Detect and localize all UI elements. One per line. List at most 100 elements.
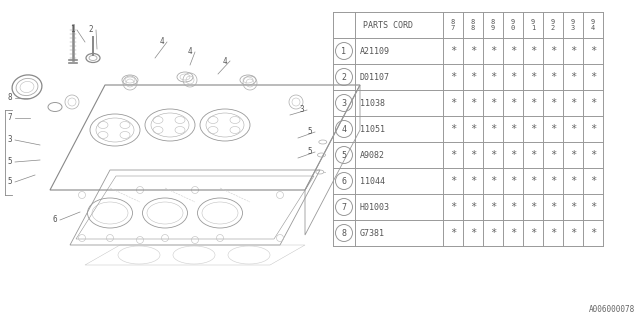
Text: 5: 5 <box>308 127 312 137</box>
Text: *: * <box>510 228 516 238</box>
Text: G7381: G7381 <box>360 228 385 237</box>
Text: *: * <box>530 228 536 238</box>
Text: *: * <box>470 46 476 56</box>
Text: *: * <box>490 124 496 134</box>
Text: *: * <box>590 202 596 212</box>
Text: *: * <box>550 46 556 56</box>
Text: 8
7: 8 7 <box>451 20 455 31</box>
Text: *: * <box>550 98 556 108</box>
Text: 2: 2 <box>89 26 93 35</box>
Text: 4: 4 <box>188 47 192 57</box>
Text: *: * <box>510 124 516 134</box>
Text: 11044: 11044 <box>360 177 385 186</box>
Text: 4: 4 <box>342 124 346 133</box>
Text: *: * <box>590 228 596 238</box>
Text: *: * <box>490 176 496 186</box>
Text: *: * <box>450 98 456 108</box>
Text: *: * <box>570 202 576 212</box>
Text: *: * <box>510 98 516 108</box>
Text: *: * <box>530 46 536 56</box>
Text: A21109: A21109 <box>360 46 390 55</box>
Text: *: * <box>530 202 536 212</box>
Text: A006000078: A006000078 <box>589 305 635 314</box>
Text: 6: 6 <box>342 177 346 186</box>
Text: *: * <box>530 124 536 134</box>
Text: *: * <box>590 98 596 108</box>
Text: *: * <box>510 202 516 212</box>
Text: *: * <box>570 124 576 134</box>
Text: 3: 3 <box>8 135 12 145</box>
Text: *: * <box>590 124 596 134</box>
Text: 5: 5 <box>342 150 346 159</box>
Text: *: * <box>470 72 476 82</box>
Text: *: * <box>590 72 596 82</box>
Text: A9082: A9082 <box>360 150 385 159</box>
Text: 8
9: 8 9 <box>491 20 495 31</box>
Text: *: * <box>450 124 456 134</box>
Text: *: * <box>530 98 536 108</box>
Text: *: * <box>490 46 496 56</box>
Text: 6: 6 <box>52 215 58 225</box>
Text: 5: 5 <box>8 178 12 187</box>
Text: *: * <box>510 176 516 186</box>
Text: 8: 8 <box>342 228 346 237</box>
Text: *: * <box>450 202 456 212</box>
Text: *: * <box>510 72 516 82</box>
Text: *: * <box>550 228 556 238</box>
Text: 7: 7 <box>342 203 346 212</box>
Text: *: * <box>470 98 476 108</box>
Text: *: * <box>570 98 576 108</box>
Text: 9
4: 9 4 <box>591 20 595 31</box>
Text: *: * <box>510 150 516 160</box>
Text: *: * <box>550 150 556 160</box>
Text: *: * <box>590 46 596 56</box>
Text: *: * <box>530 150 536 160</box>
Text: *: * <box>530 176 536 186</box>
Text: *: * <box>490 150 496 160</box>
Text: *: * <box>490 228 496 238</box>
Text: 3: 3 <box>342 99 346 108</box>
Text: *: * <box>470 202 476 212</box>
Text: *: * <box>530 72 536 82</box>
Text: *: * <box>450 176 456 186</box>
Text: 5: 5 <box>308 148 312 156</box>
Text: *: * <box>490 202 496 212</box>
Text: *: * <box>570 228 576 238</box>
Text: 9
2: 9 2 <box>551 20 555 31</box>
Text: *: * <box>590 176 596 186</box>
Text: 4: 4 <box>160 37 164 46</box>
Text: 1: 1 <box>70 26 74 35</box>
Text: D01107: D01107 <box>360 73 390 82</box>
Text: 8
8: 8 8 <box>471 20 475 31</box>
Text: *: * <box>450 150 456 160</box>
Text: *: * <box>490 72 496 82</box>
Text: PARTS CORD: PARTS CORD <box>363 20 413 29</box>
Text: 11038: 11038 <box>360 99 385 108</box>
Text: 4: 4 <box>223 57 227 66</box>
Text: 5: 5 <box>8 157 12 166</box>
Text: 8: 8 <box>8 93 12 102</box>
Text: *: * <box>570 176 576 186</box>
Text: 9
1: 9 1 <box>531 20 535 31</box>
Text: *: * <box>450 46 456 56</box>
Text: 9
3: 9 3 <box>571 20 575 31</box>
Text: *: * <box>550 202 556 212</box>
Text: 2: 2 <box>342 73 346 82</box>
Text: H01003: H01003 <box>360 203 390 212</box>
Text: 11051: 11051 <box>360 124 385 133</box>
Text: 3: 3 <box>300 106 304 115</box>
Text: 7: 7 <box>8 114 12 123</box>
Text: *: * <box>450 228 456 238</box>
Text: *: * <box>470 124 476 134</box>
Text: *: * <box>490 98 496 108</box>
Text: *: * <box>470 228 476 238</box>
Text: *: * <box>470 150 476 160</box>
Text: *: * <box>590 150 596 160</box>
Text: *: * <box>550 72 556 82</box>
Text: *: * <box>450 72 456 82</box>
Text: *: * <box>510 46 516 56</box>
Text: *: * <box>550 176 556 186</box>
Text: *: * <box>570 72 576 82</box>
Text: *: * <box>570 46 576 56</box>
Text: *: * <box>470 176 476 186</box>
